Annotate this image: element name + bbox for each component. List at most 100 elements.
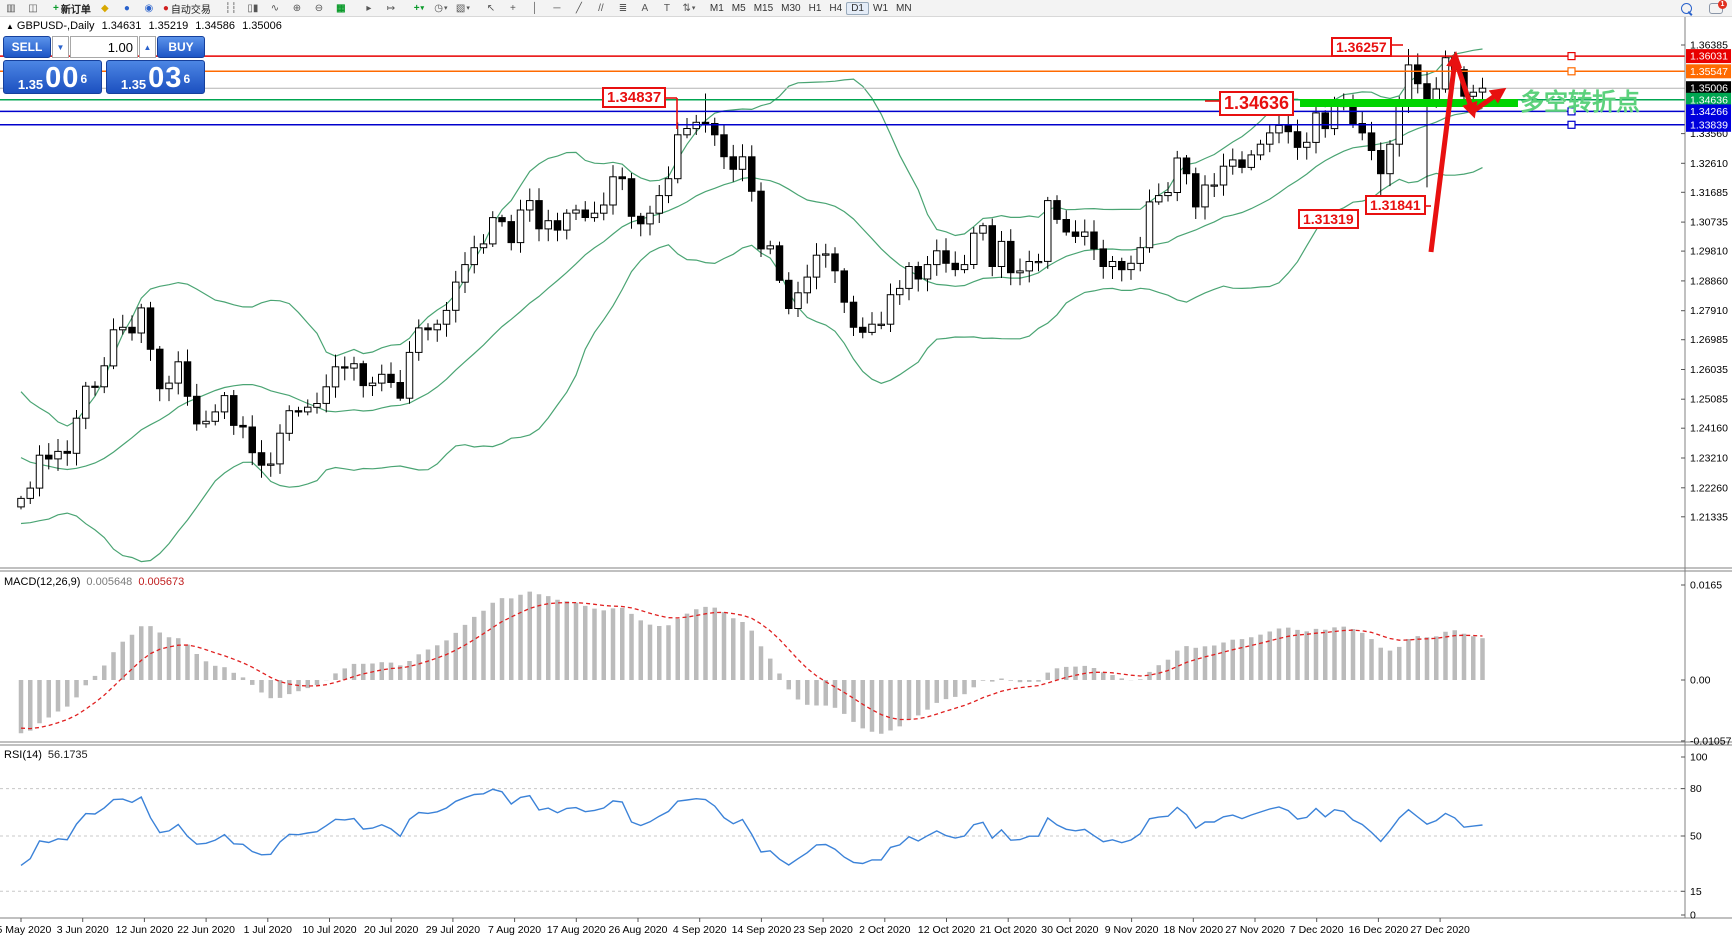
candle-body xyxy=(193,395,201,425)
timeframe-d1[interactable]: D1 xyxy=(846,1,869,15)
line-handle[interactable] xyxy=(1567,120,1576,129)
price-badge-label: 1.33839 xyxy=(1690,119,1728,131)
fibo-icon[interactable]: ≣ xyxy=(618,2,628,14)
zoom-in-icon[interactable]: ⊕ xyxy=(292,2,302,14)
candle-body xyxy=(914,266,922,280)
template-icon[interactable]: ▧ ▾ xyxy=(455,2,470,14)
signals-icon[interactable]: ◉ xyxy=(144,2,154,14)
candle-body xyxy=(942,250,950,264)
bollinger-lower xyxy=(20,167,1483,563)
add-indicator-icon[interactable]: + ▾ xyxy=(413,2,425,14)
timeframe-m1[interactable]: M1 xyxy=(709,2,724,14)
buy-price-button[interactable]: 1.35 03 6 xyxy=(106,60,205,94)
bar-chart-icon[interactable]: ┆┆ xyxy=(224,2,237,14)
arrows-icon[interactable]: ⇅ ▾ xyxy=(682,2,696,14)
line-handle[interactable] xyxy=(1567,51,1576,61)
crosshair-icon[interactable]: + xyxy=(509,2,516,14)
lot-decrease-button[interactable]: ▼ xyxy=(52,36,69,58)
price-label-low1[interactable]: 1.31841 xyxy=(1365,195,1426,216)
auto-scroll-icon[interactable]: ▸ xyxy=(366,2,372,14)
trend-arrow[interactable] xyxy=(1452,57,1478,119)
axes: 1.363851.335601.326101.316851.307351.298… xyxy=(0,16,1732,936)
sell-button[interactable]: SELL xyxy=(3,36,51,58)
candles-layer[interactable] xyxy=(17,49,1487,510)
candle-body xyxy=(359,363,367,387)
styler-icon[interactable]: ◆ xyxy=(100,2,109,14)
chart-list-icon[interactable]: ◫ xyxy=(28,2,38,14)
auto-trading-button[interactable]: ● 自动交易 xyxy=(162,2,211,16)
price-tick-label: 1.25085 xyxy=(1690,394,1728,406)
pivot-note-text[interactable]: 多空转折点 xyxy=(1520,89,1640,116)
community-icon[interactable]: ● xyxy=(123,2,130,14)
open-chart-icon[interactable]: ▥ xyxy=(6,2,16,14)
label-icon[interactable]: T xyxy=(663,2,670,14)
date-tick-label: 17 Aug 2020 xyxy=(547,924,606,936)
timeframe-h1[interactable]: H1 xyxy=(808,2,822,14)
ohlc-high: 1.35219 xyxy=(148,20,189,32)
candle-body xyxy=(794,292,802,309)
chat-icon[interactable]: 1 xyxy=(1699,0,1731,15)
candle-body xyxy=(1192,173,1200,208)
candle-body xyxy=(442,309,451,325)
price-label-pivot[interactable]: 1.34636 xyxy=(1219,91,1295,116)
trend-arrow[interactable] xyxy=(1428,51,1463,253)
search-icon[interactable] xyxy=(1677,1,1697,15)
price-label-high[interactable]: 1.36257 xyxy=(1331,37,1392,58)
text-icon[interactable]: A xyxy=(641,2,649,14)
hline-icon[interactable]: ─ xyxy=(553,2,561,14)
line-handle[interactable] xyxy=(1567,107,1576,116)
timeframe-m15[interactable]: M15 xyxy=(753,2,774,14)
candle-body xyxy=(452,281,460,311)
price-label-sep-high[interactable]: 1.34837 xyxy=(602,87,667,109)
candle-body xyxy=(165,382,173,390)
timeframe-m30[interactable]: M30 xyxy=(781,2,801,14)
cursor-icon[interactable]: ↖ xyxy=(486,2,496,14)
candle-body xyxy=(812,254,821,278)
price-label-low2[interactable]: 1.31319 xyxy=(1298,209,1359,230)
line-handle[interactable] xyxy=(1567,67,1576,76)
macd-signal-line xyxy=(20,601,1483,730)
lot-increase-button[interactable]: ▲ xyxy=(139,36,156,58)
sell-price-button[interactable]: 1.35 00 6 xyxy=(3,60,102,94)
candle-body xyxy=(174,361,182,384)
timeframe-w1[interactable]: W1 xyxy=(873,2,888,14)
lot-size-input[interactable]: 1.00 xyxy=(70,36,138,58)
date-tick-label: 27 Dec 2020 xyxy=(1410,924,1470,936)
pivot-zone-bar[interactable] xyxy=(1300,99,1518,107)
date-tick-label: 25 May 2020 xyxy=(0,924,52,936)
period-icon[interactable]: ◷ ▾ xyxy=(434,2,448,14)
candle-body xyxy=(544,220,552,230)
candle-body xyxy=(840,270,848,303)
line-chart-icon[interactable]: ∿ xyxy=(270,2,280,14)
vline-icon[interactable]: │ xyxy=(531,2,539,14)
trend-arrow[interactable] xyxy=(1470,87,1507,115)
timeframe-h4[interactable]: H4 xyxy=(829,2,843,14)
candle-body xyxy=(738,156,747,170)
trendline-icon[interactable]: ╱ xyxy=(575,2,582,14)
rsi-pane[interactable] xyxy=(0,788,1685,892)
tile-windows-icon[interactable]: ▦ xyxy=(336,2,346,14)
price-badge xyxy=(1686,117,1731,132)
zoom-out-icon[interactable]: ⊖ xyxy=(314,2,324,14)
candle-body xyxy=(109,329,118,367)
candle-body xyxy=(803,276,811,294)
candle-body xyxy=(146,307,155,350)
channel-icon[interactable]: // xyxy=(598,2,604,14)
timeframe-m5[interactable]: M5 xyxy=(731,2,746,14)
new-order-button[interactable]: + 新订单 xyxy=(53,2,91,16)
timeframe-mn[interactable]: MN xyxy=(896,2,912,14)
main-pane[interactable] xyxy=(0,48,1685,563)
candle-body xyxy=(1321,112,1329,130)
chart-shift-icon[interactable]: ↦ xyxy=(386,2,396,14)
candlestick-icon[interactable]: ▯▮ xyxy=(247,2,259,14)
macd-pane[interactable] xyxy=(18,591,1485,734)
candle-body xyxy=(553,220,562,231)
candle-body xyxy=(285,410,293,434)
candle-body xyxy=(1238,159,1246,168)
candle-body xyxy=(1367,132,1376,151)
rsi-label: RSI(14) 56.1735 xyxy=(4,749,88,761)
buy-button[interactable]: BUY xyxy=(157,36,205,58)
candle-body xyxy=(822,253,830,256)
candle-body xyxy=(470,247,478,266)
